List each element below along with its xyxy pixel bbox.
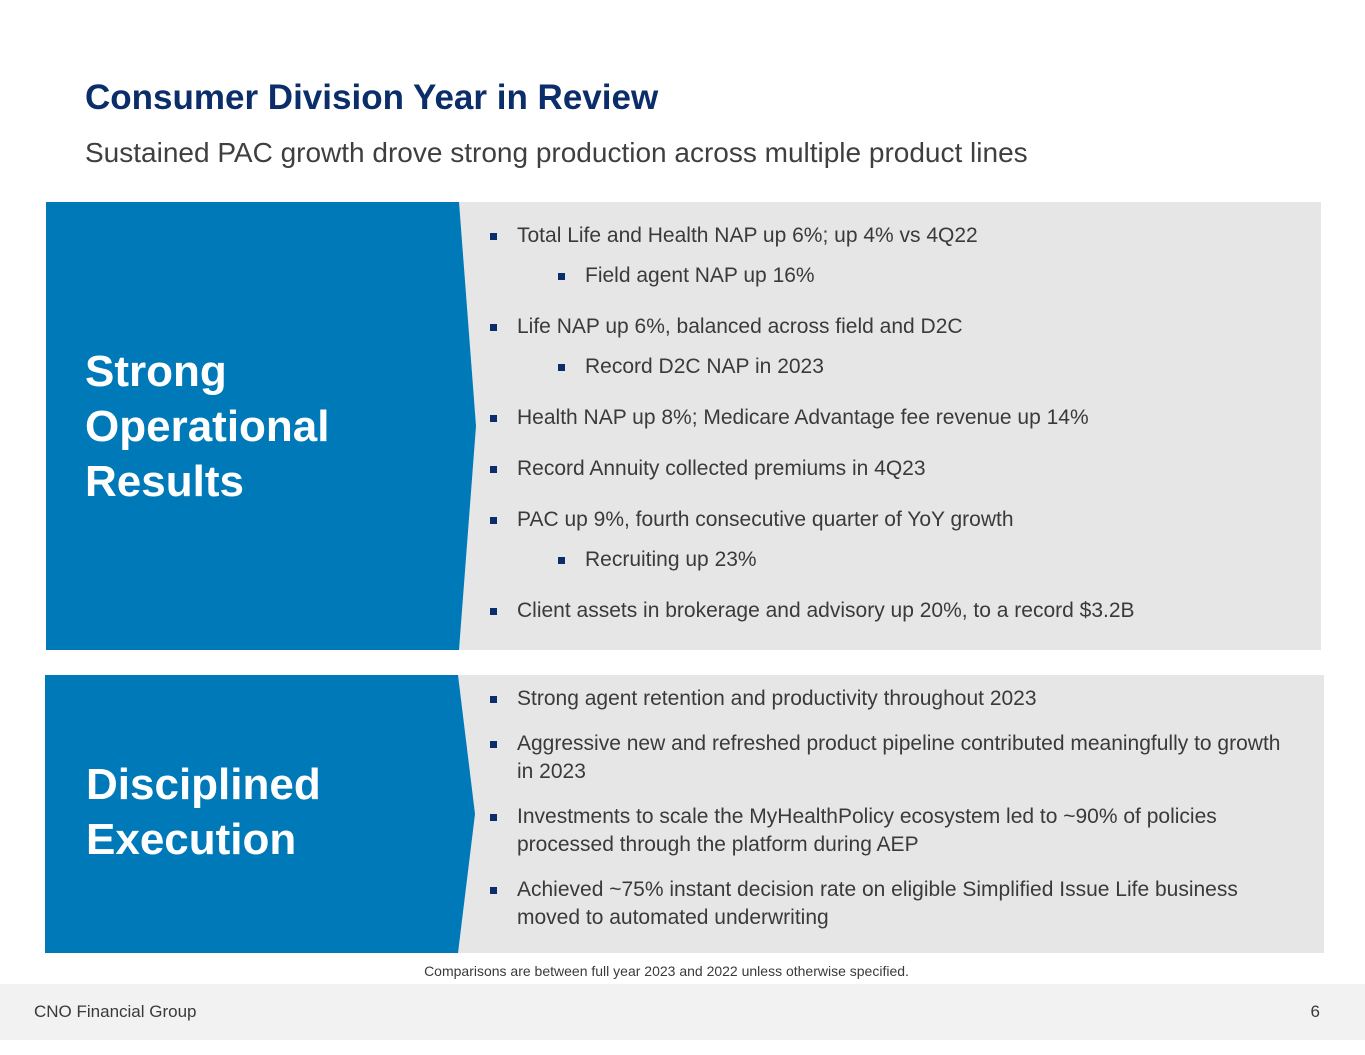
operational-results-panel: Strong Operational Results Total Life an… xyxy=(46,202,1321,650)
footnote: Comparisons are between full year 2023 a… xyxy=(424,963,909,979)
page-number: 6 xyxy=(1310,1002,1320,1021)
heading-line: Results xyxy=(85,457,244,506)
panel-blue-chevron xyxy=(46,202,476,650)
footer-bar: CNO Financial Group 6 xyxy=(0,984,1365,1040)
sub-bullet-item: Field agent NAP up 16% xyxy=(487,262,1287,290)
bullet-item: Aggressive new and refreshed product pip… xyxy=(487,730,1297,786)
bullet-item: Record Annuity collected premiums in 4Q2… xyxy=(487,455,1287,483)
bullet-item: Investments to scale the MyHealthPolicy … xyxy=(487,803,1297,859)
panel-heading: Disciplined Execution xyxy=(86,757,321,867)
disciplined-execution-panel: Disciplined Execution Strong agent reten… xyxy=(45,675,1324,953)
bullet-item: Achieved ~75% instant decision rate on e… xyxy=(487,876,1297,932)
bullet-item: PAC up 9%, fourth consecutive quarter of… xyxy=(487,506,1287,534)
heading-line: Operational xyxy=(85,402,330,451)
company-name: CNO Financial Group xyxy=(34,1002,197,1021)
sub-bullet-item: Recruiting up 23% xyxy=(487,546,1287,574)
slide-title: Consumer Division Year in Review xyxy=(85,78,659,117)
heading-line: Strong xyxy=(85,347,227,396)
heading-line: Disciplined xyxy=(86,760,321,809)
slide-subtitle: Sustained PAC growth drove strong produc… xyxy=(85,137,1028,168)
bullet-item: Health NAP up 8%; Medicare Advantage fee… xyxy=(487,404,1287,432)
bullet-item: Client assets in brokerage and advisory … xyxy=(487,597,1287,625)
bullet-list: Total Life and Health NAP up 6%; up 4% v… xyxy=(487,222,1287,625)
bullet-item: Total Life and Health NAP up 6%; up 4% v… xyxy=(487,222,1287,250)
panel-heading: Strong Operational Results xyxy=(85,344,330,509)
bullet-list: Strong agent retention and productivity … xyxy=(487,685,1297,932)
heading-line: Execution xyxy=(86,815,297,864)
panel-gray-background xyxy=(426,202,1321,650)
sub-bullet-item: Record D2C NAP in 2023 xyxy=(487,353,1287,381)
panel-blue-chevron xyxy=(45,675,475,953)
panel-gray-background xyxy=(425,675,1324,953)
bullet-item: Strong agent retention and productivity … xyxy=(487,685,1297,713)
bullet-item: Life NAP up 6%, balanced across field an… xyxy=(487,313,1287,341)
